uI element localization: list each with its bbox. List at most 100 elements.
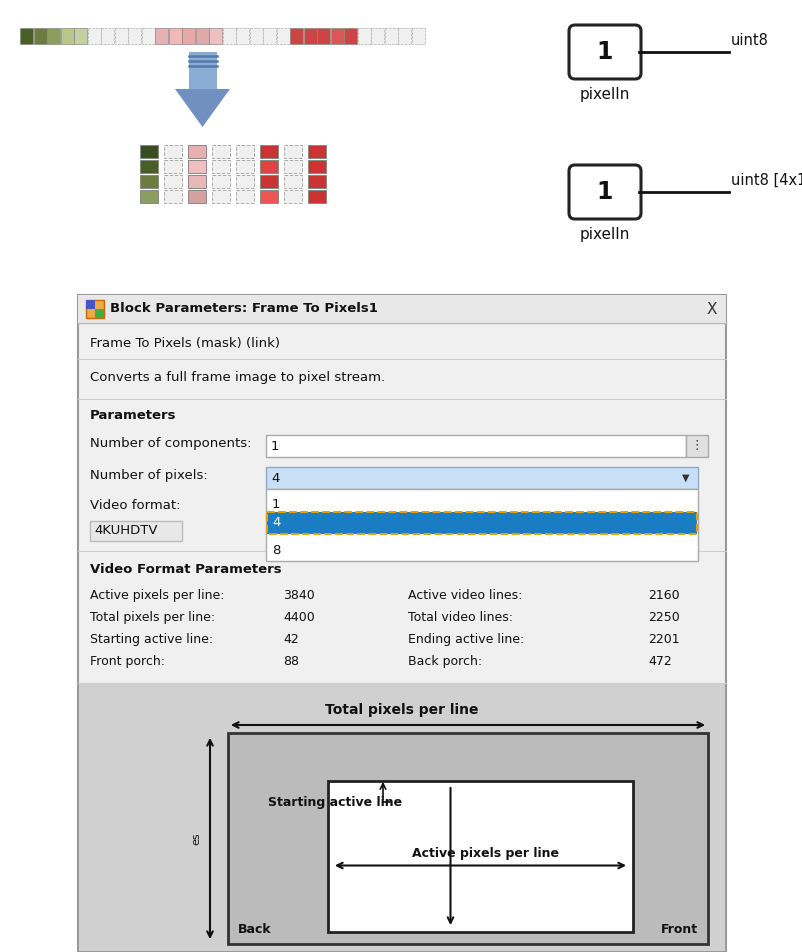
Text: 472: 472 (648, 655, 672, 668)
Bar (140, 160, 158, 173)
Bar (188, 145, 206, 158)
Bar (164, 175, 182, 188)
Bar (303, 28, 317, 44)
Bar (155, 28, 168, 44)
Text: pixelIn: pixelIn (580, 87, 630, 102)
Polygon shape (175, 89, 230, 127)
Bar (344, 28, 357, 44)
Text: 2160: 2160 (648, 589, 679, 602)
Bar (95, 309, 104, 318)
Text: 1: 1 (271, 440, 280, 452)
Text: Total pixels per line:: Total pixels per line: (90, 611, 215, 624)
Text: 1: 1 (597, 180, 614, 204)
Bar (284, 190, 302, 203)
Bar (60, 28, 74, 44)
Bar (249, 28, 262, 44)
Text: 4: 4 (271, 471, 279, 485)
Text: uint8 [4x1]: uint8 [4x1] (731, 173, 802, 188)
Bar (260, 175, 278, 188)
Bar (260, 190, 278, 203)
Bar (308, 190, 326, 203)
Text: Back porch:: Back porch: (408, 655, 482, 668)
Bar (74, 28, 87, 44)
Bar (371, 28, 384, 44)
Text: 8: 8 (272, 544, 281, 557)
Text: Converts a full frame image to pixel stream.: Converts a full frame image to pixel str… (90, 371, 385, 384)
Bar (78, 295, 726, 323)
Text: es: es (191, 832, 201, 844)
Bar (411, 28, 424, 44)
Bar (384, 28, 398, 44)
Text: X: X (707, 302, 717, 316)
Bar (330, 28, 343, 44)
Bar (212, 175, 230, 188)
Bar (263, 28, 276, 44)
Text: 4KUHDTV: 4KUHDTV (94, 525, 157, 538)
Bar (182, 28, 195, 44)
Bar (20, 28, 33, 44)
Text: Ending active line:: Ending active line: (408, 633, 525, 646)
Text: Total pixels per line: Total pixels per line (326, 703, 479, 717)
Text: Number of pixels:: Number of pixels: (90, 469, 208, 482)
Text: ⋮: ⋮ (691, 440, 703, 452)
Bar (128, 28, 141, 44)
Bar (236, 190, 254, 203)
Bar (266, 435, 686, 457)
Bar (90, 521, 182, 541)
Bar (236, 145, 254, 158)
Bar (188, 175, 206, 188)
Bar (164, 190, 182, 203)
Bar (266, 489, 698, 561)
Bar (284, 175, 302, 188)
Bar (78, 295, 726, 952)
Bar (140, 175, 158, 188)
Bar (284, 160, 302, 173)
Bar (317, 28, 330, 44)
Bar (308, 145, 326, 158)
Bar (87, 28, 100, 44)
Bar (228, 733, 708, 944)
Text: Back: Back (238, 923, 272, 936)
Bar (86, 300, 95, 309)
Bar (141, 28, 155, 44)
Bar (115, 28, 128, 44)
Bar (398, 28, 411, 44)
Bar (266, 467, 698, 489)
Bar (236, 175, 254, 188)
Text: Active video lines:: Active video lines: (408, 589, 522, 602)
Bar (168, 28, 181, 44)
Bar (188, 52, 217, 89)
Text: 1: 1 (272, 498, 281, 510)
Text: 3840: 3840 (283, 589, 314, 602)
Text: 2250: 2250 (648, 611, 680, 624)
Bar (212, 190, 230, 203)
Text: Total video lines:: Total video lines: (408, 611, 513, 624)
Bar (308, 160, 326, 173)
Text: Starting active line: Starting active line (268, 796, 402, 809)
Bar (164, 145, 182, 158)
Text: 1: 1 (597, 40, 614, 64)
Bar (47, 28, 60, 44)
Text: ▼: ▼ (683, 473, 690, 483)
FancyBboxPatch shape (569, 165, 641, 219)
Bar (188, 160, 206, 173)
Text: Block Parameters: Frame To Pixels1: Block Parameters: Frame To Pixels1 (110, 303, 378, 315)
Text: 42: 42 (283, 633, 299, 646)
Bar (101, 28, 114, 44)
Text: 88: 88 (283, 655, 299, 668)
Text: Number of components:: Number of components: (90, 437, 252, 450)
Text: Active pixels per line: Active pixels per line (412, 847, 559, 861)
Text: Frame To Pixels (mask) (link): Frame To Pixels (mask) (link) (90, 337, 280, 350)
Text: 4: 4 (272, 517, 281, 529)
Bar (86, 300, 104, 318)
Bar (164, 160, 182, 173)
Bar (209, 28, 222, 44)
Bar (308, 175, 326, 188)
Text: 2201: 2201 (648, 633, 679, 646)
Text: uint8: uint8 (731, 33, 769, 48)
Bar (236, 28, 249, 44)
Bar (140, 145, 158, 158)
Bar (196, 28, 209, 44)
Bar (236, 160, 254, 173)
Bar (222, 28, 236, 44)
